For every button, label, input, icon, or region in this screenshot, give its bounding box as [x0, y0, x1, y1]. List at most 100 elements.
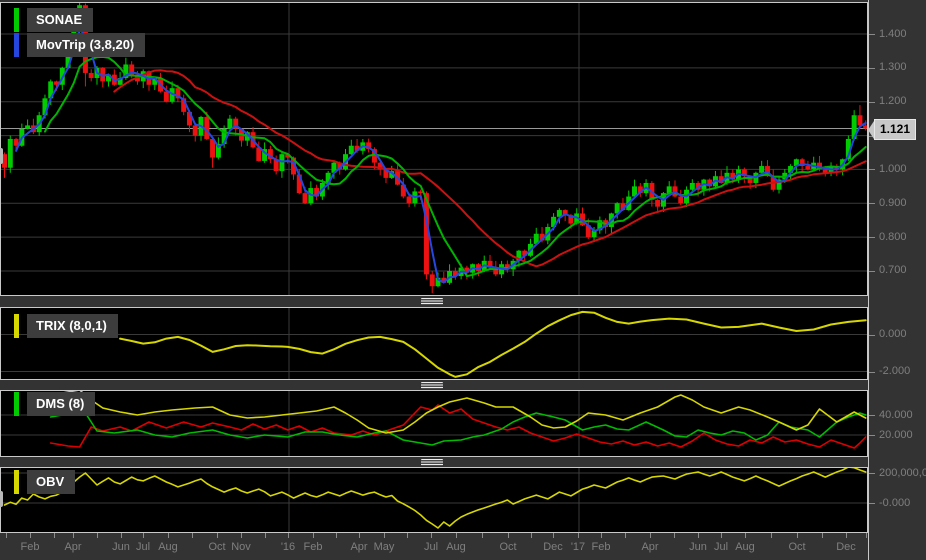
candle-up — [65, 50, 71, 68]
candle-down — [655, 199, 661, 207]
movtrip-legend[interactable]: MovTrip (3,8,20) — [14, 33, 146, 57]
candle-down — [54, 81, 60, 85]
candle-up — [793, 159, 799, 167]
x-axis-tick — [771, 533, 772, 538]
x-axis-tick — [143, 533, 144, 538]
candle-down — [441, 277, 447, 283]
y-axis-tick — [869, 169, 875, 170]
splitter-grip-trix[interactable] — [421, 298, 443, 305]
candle-down — [475, 264, 481, 271]
trix-line — [119, 310, 867, 378]
price-tag-arrow-icon — [868, 120, 874, 139]
dms-color-bar — [14, 392, 19, 416]
candle-down — [267, 149, 273, 160]
candle-down — [637, 186, 643, 194]
candle-down — [88, 72, 94, 79]
candle-down — [805, 166, 811, 170]
candle-up — [42, 98, 48, 116]
splitter-grip-dms[interactable] — [421, 382, 443, 389]
candle-down — [678, 196, 684, 204]
obv-panel[interactable] — [0, 467, 868, 533]
candle-down — [192, 125, 198, 136]
obv-line — [3, 468, 867, 529]
x-axis-label: Aug — [446, 541, 466, 553]
x-axis-tick — [336, 533, 337, 538]
candle-down — [863, 125, 867, 129]
splitter-grip-obv[interactable] — [421, 459, 443, 466]
last-price-value: 1.121 — [874, 119, 917, 140]
x-axis-tick — [121, 533, 122, 538]
symbol-legend[interactable]: SONAE — [14, 8, 94, 32]
x-axis-tick — [482, 533, 483, 538]
trix-legend[interactable]: TRIX (8,0,1) — [14, 314, 118, 338]
x-axis-tick — [650, 533, 651, 538]
x-axis-tick — [531, 533, 532, 538]
candle-up — [7, 138, 13, 168]
time-axis[interactable]: Feb Apr Jun Jul Aug Oct Nov '16 Feb Apr May Jul Aug O… — [0, 533, 868, 560]
candle-down — [285, 154, 291, 158]
y-axis-label: 0.900 — [879, 197, 907, 209]
dms-legend[interactable]: DMS (8) — [14, 392, 96, 416]
y-axis-tick — [869, 435, 875, 436]
x-axis-tick — [241, 533, 242, 538]
y-axis-tick — [869, 203, 875, 204]
price-axis[interactable]: 1.4001.3001.2001.1001.0000.9000.8000.700… — [868, 0, 926, 560]
candle-down — [204, 116, 210, 139]
candle-up — [689, 182, 695, 190]
candle-down — [302, 193, 308, 204]
candle-up — [169, 88, 175, 102]
candle-up — [106, 74, 112, 82]
obv-panel-edge-marker[interactable] — [0, 491, 3, 507]
candle-up — [435, 277, 441, 287]
candle-down — [337, 162, 343, 170]
candle-down — [273, 159, 279, 172]
x-axis-label: Jul — [135, 541, 151, 553]
x-axis-label: Jul — [423, 541, 439, 553]
candle-up — [851, 115, 857, 139]
candle-up — [776, 179, 782, 190]
x-axis-tick — [359, 533, 360, 538]
dms-di-plus-line — [49, 412, 867, 446]
candle-up — [331, 162, 337, 173]
ma20-line — [113, 69, 867, 268]
x-axis-tick — [797, 533, 798, 538]
candle-down — [562, 210, 568, 216]
x-axis-tick — [578, 533, 579, 538]
y-axis-tick — [869, 335, 875, 336]
price-panel[interactable] — [0, 2, 868, 296]
x-axis-tick — [6, 533, 7, 538]
trix-panel[interactable] — [0, 307, 868, 380]
candle-down — [377, 162, 383, 170]
obv-legend[interactable]: OBV — [14, 470, 76, 494]
x-axis-tick — [192, 533, 193, 538]
candle-down — [539, 233, 545, 241]
candle-down — [256, 147, 262, 161]
candle-down — [799, 159, 805, 167]
trix-color-bar — [14, 314, 19, 338]
x-axis-tick — [217, 533, 218, 538]
price-panel-edge-marker[interactable] — [0, 148, 3, 164]
x-axis-label: Feb — [20, 541, 40, 553]
y-axis-tick — [869, 271, 875, 272]
y-axis-label: 1.300 — [879, 61, 907, 73]
y-axis-tick — [869, 372, 875, 373]
movtrip-color-bar — [14, 33, 19, 57]
x-axis-tick — [97, 533, 98, 538]
dms-adx-line — [61, 391, 867, 434]
x-axis-tick — [625, 533, 626, 538]
dms-panel[interactable] — [0, 390, 868, 457]
x-axis-tick — [168, 533, 169, 538]
x-axis-tick — [30, 533, 31, 538]
x-axis-label: Dec — [543, 541, 563, 553]
candle-down — [620, 203, 626, 211]
candle-down — [487, 260, 493, 268]
x-axis-tick — [456, 533, 457, 538]
candle-down — [383, 169, 389, 178]
x-axis-tick — [601, 533, 602, 538]
candle-up — [845, 138, 851, 160]
x-axis-tick — [721, 533, 722, 538]
y-axis-tick — [869, 68, 875, 69]
x-axis-tick — [698, 533, 699, 538]
dms-chart-canvas — [1, 391, 867, 456]
